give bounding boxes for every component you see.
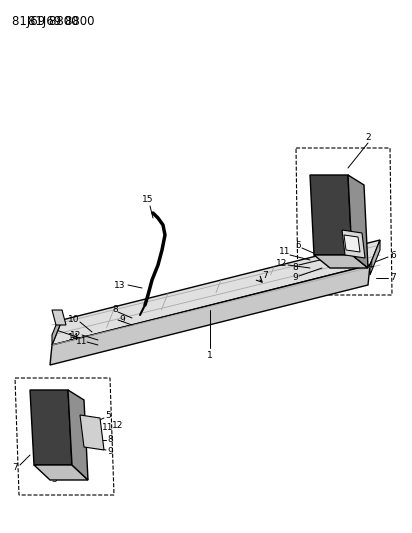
Text: 2: 2 (365, 133, 371, 142)
Text: 9: 9 (119, 316, 125, 325)
Text: 12: 12 (70, 330, 82, 340)
Text: 11: 11 (102, 424, 114, 432)
Polygon shape (344, 235, 360, 252)
Text: 7: 7 (262, 271, 268, 279)
Polygon shape (80, 415, 104, 450)
Text: 7: 7 (390, 273, 396, 282)
Polygon shape (52, 310, 66, 325)
Text: 13: 13 (114, 280, 126, 289)
Polygon shape (68, 390, 88, 480)
Text: 1: 1 (207, 351, 213, 359)
Polygon shape (348, 175, 368, 268)
Polygon shape (34, 465, 88, 480)
Polygon shape (50, 265, 370, 365)
Polygon shape (314, 255, 368, 268)
Text: 9: 9 (107, 448, 113, 456)
Text: 4: 4 (367, 261, 373, 270)
Text: 3: 3 (51, 475, 57, 484)
Text: 11: 11 (279, 247, 291, 256)
Text: 6: 6 (390, 251, 396, 260)
Text: 15: 15 (142, 196, 154, 205)
Polygon shape (52, 310, 62, 345)
Polygon shape (310, 175, 352, 255)
Text: 5: 5 (295, 240, 301, 249)
Polygon shape (30, 390, 72, 465)
Polygon shape (342, 230, 365, 258)
Text: 12: 12 (112, 421, 124, 430)
Text: 9: 9 (292, 273, 298, 282)
Text: 8: 8 (107, 435, 113, 445)
Text: 81J69 8800: 81J69 8800 (28, 15, 94, 28)
Text: 5: 5 (105, 410, 111, 419)
Text: 81J69 8800: 81J69 8800 (12, 15, 79, 28)
Text: 10: 10 (68, 316, 80, 325)
Text: 12: 12 (276, 259, 288, 268)
Text: 8: 8 (292, 263, 298, 272)
Text: 14: 14 (68, 334, 80, 343)
Text: 7: 7 (12, 464, 18, 472)
Polygon shape (52, 240, 380, 345)
Text: 8: 8 (112, 305, 118, 314)
Text: 11: 11 (76, 337, 88, 346)
Polygon shape (370, 240, 380, 275)
